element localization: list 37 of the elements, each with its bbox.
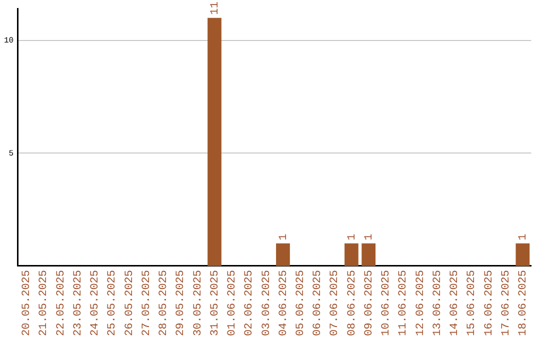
x-tick-label: 13.06.2025 <box>432 270 444 336</box>
data-label: 1 <box>278 233 290 240</box>
x-tick-label: 28.05.2025 <box>158 270 170 336</box>
x-tick-label: 01.06.2025 <box>226 270 239 336</box>
x-tick-label: 22.05.2025 <box>55 270 68 336</box>
x-tick-label: 07.06.2025 <box>329 270 342 336</box>
x-tick-label: 18.06.2025 <box>518 270 530 336</box>
x-tick-label: 15.06.2025 <box>466 270 478 336</box>
x-tick-label: 27.05.2025 <box>140 270 153 336</box>
x-tick-label: 26.05.2025 <box>124 270 136 336</box>
y-tick-label: 10 <box>4 36 14 46</box>
data-label: 11 <box>209 1 222 15</box>
x-tick-label: 16.06.2025 <box>483 270 496 336</box>
x-tick-label: 17.06.2025 <box>500 270 512 336</box>
x-tick-label: 12.06.2025 <box>414 270 427 336</box>
x-tick-label: 23.05.2025 <box>72 270 84 336</box>
x-tick-label: 09.06.2025 <box>363 270 376 336</box>
x-tick-label: 24.05.2025 <box>90 270 102 336</box>
x-tick-label: 11.06.2025 <box>398 270 410 336</box>
x-tick-label: 10.06.2025 <box>380 270 393 336</box>
y-tick-label: 5 <box>8 149 14 158</box>
x-tick-label: 30.05.2025 <box>192 270 204 336</box>
x-tick-label: 14.06.2025 <box>449 270 462 336</box>
x-tick-label: 08.06.2025 <box>346 270 358 336</box>
x-tick-label: 20.05.2025 <box>21 270 34 336</box>
x-tick-label: 21.05.2025 <box>38 270 50 336</box>
x-tick-label: 05.06.2025 <box>295 270 307 336</box>
data-label: 1 <box>346 233 358 240</box>
data-label: 1 <box>363 233 376 240</box>
x-tick-label: 03.06.2025 <box>260 270 273 336</box>
x-tick-label: 06.06.2025 <box>312 270 324 336</box>
x-tick-label: 31.05.2025 <box>209 270 222 336</box>
x-tick-label: 29.05.2025 <box>175 270 188 336</box>
x-tick-label: 04.06.2025 <box>278 270 290 336</box>
x-tick-label: 25.05.2025 <box>106 270 119 336</box>
data-label: 1 <box>518 233 530 240</box>
x-tick-label: 02.06.2025 <box>244 270 256 336</box>
